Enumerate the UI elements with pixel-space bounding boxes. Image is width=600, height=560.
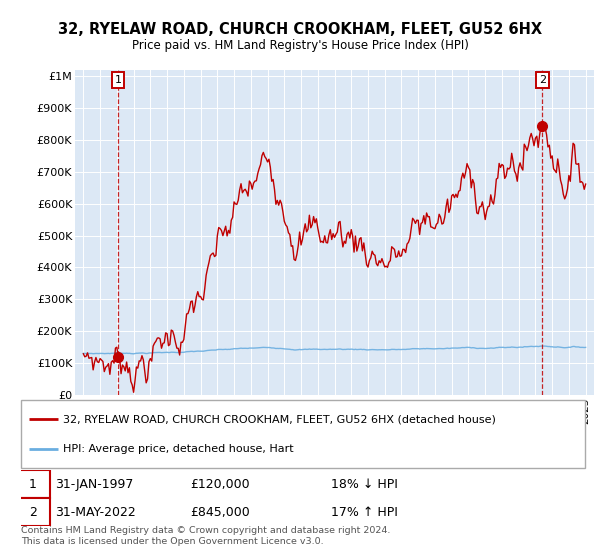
FancyBboxPatch shape <box>16 470 50 498</box>
Text: 31-JAN-1997: 31-JAN-1997 <box>55 478 133 491</box>
Text: £120,000: £120,000 <box>190 478 250 491</box>
Text: 1: 1 <box>115 75 122 85</box>
Text: 32, RYELAW ROAD, CHURCH CROOKHAM, FLEET, GU52 6HX (detached house): 32, RYELAW ROAD, CHURCH CROOKHAM, FLEET,… <box>64 414 496 424</box>
Text: 1: 1 <box>29 478 37 491</box>
Text: Contains HM Land Registry data © Crown copyright and database right 2024.
This d: Contains HM Land Registry data © Crown c… <box>21 526 391 546</box>
Text: 2: 2 <box>29 506 37 519</box>
Text: 2: 2 <box>539 75 546 85</box>
Text: 32, RYELAW ROAD, CHURCH CROOKHAM, FLEET, GU52 6HX: 32, RYELAW ROAD, CHURCH CROOKHAM, FLEET,… <box>58 22 542 38</box>
Text: 31-MAY-2022: 31-MAY-2022 <box>55 506 136 519</box>
Text: HPI: Average price, detached house, Hart: HPI: Average price, detached house, Hart <box>64 444 294 454</box>
Text: 17% ↑ HPI: 17% ↑ HPI <box>331 506 398 519</box>
FancyBboxPatch shape <box>16 498 50 526</box>
Text: £845,000: £845,000 <box>190 506 250 519</box>
FancyBboxPatch shape <box>21 400 585 468</box>
Text: 18% ↓ HPI: 18% ↓ HPI <box>331 478 398 491</box>
Text: Price paid vs. HM Land Registry's House Price Index (HPI): Price paid vs. HM Land Registry's House … <box>131 39 469 52</box>
